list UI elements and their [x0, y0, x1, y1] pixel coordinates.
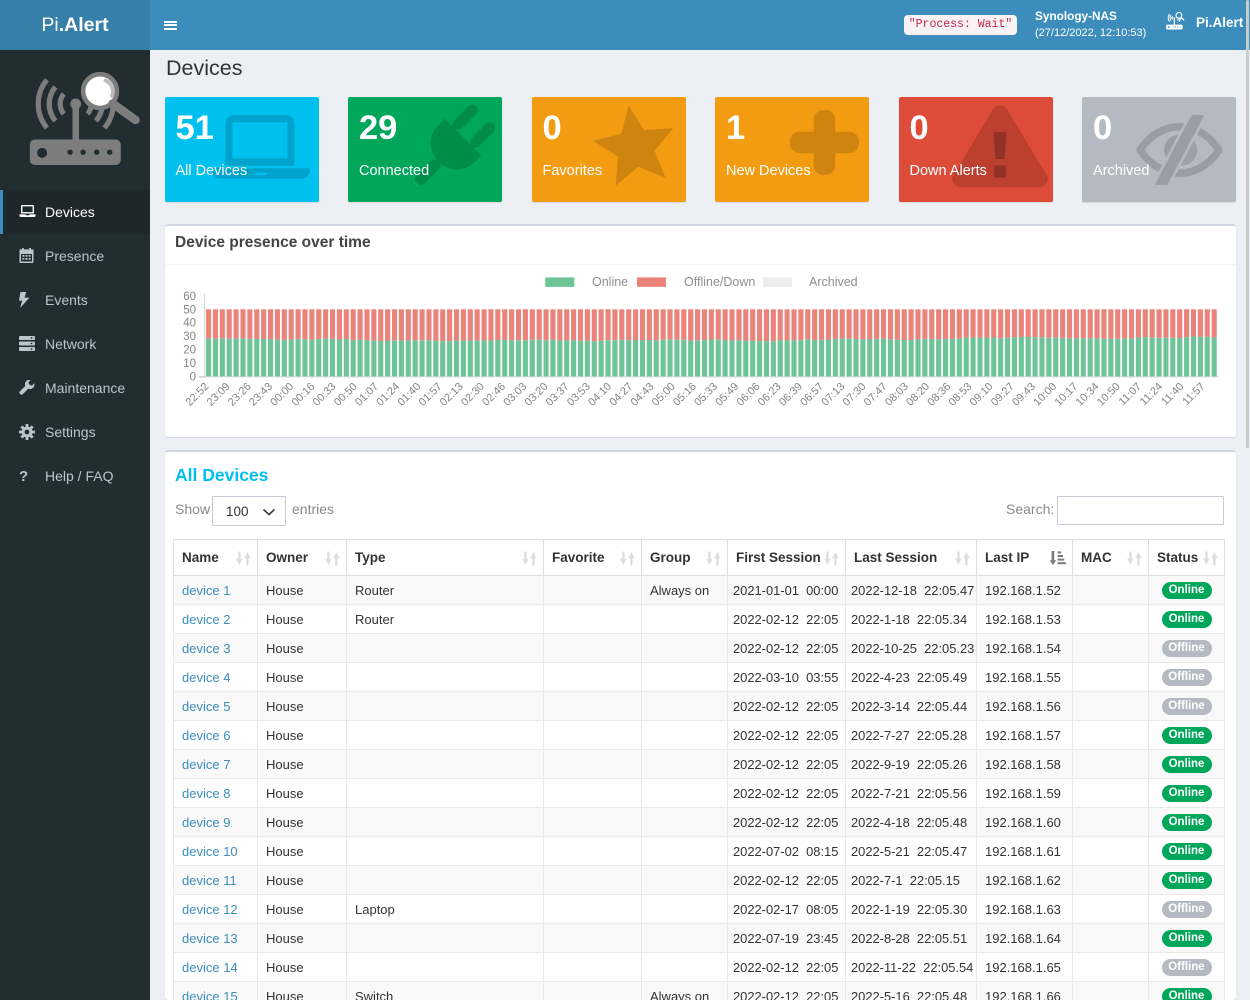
svg-text:05:16: 05:16	[671, 381, 699, 409]
svg-text:01:40: 01:40	[395, 381, 423, 409]
svg-text:03:37: 03:37	[544, 381, 572, 409]
svg-text:02:46: 02:46	[480, 381, 508, 409]
svg-text:06:57: 06:57	[798, 381, 826, 409]
svg-text:05:49: 05:49	[713, 381, 741, 409]
svg-text:00:33: 00:33	[311, 381, 339, 409]
svg-text:04:43: 04:43	[629, 381, 657, 409]
svg-text:00:50: 00:50	[332, 381, 360, 409]
svg-text:23:09: 23:09	[205, 381, 233, 409]
svg-text:09:27: 09:27	[989, 381, 1017, 409]
svg-text:01:24: 01:24	[374, 381, 402, 409]
svg-text:Online: Online	[592, 275, 628, 289]
svg-text:03:53: 03:53	[565, 381, 593, 409]
svg-text:09:43: 09:43	[1010, 381, 1038, 409]
svg-text:22:52: 22:52	[183, 381, 211, 409]
svg-text:06:06: 06:06	[735, 381, 763, 409]
svg-text:04:10: 04:10	[586, 381, 614, 409]
svg-text:11:07: 11:07	[1117, 381, 1144, 408]
svg-text:23:43: 23:43	[247, 381, 275, 409]
svg-text:10:00: 10:00	[1031, 381, 1059, 409]
svg-text:08:36: 08:36	[925, 381, 953, 409]
svg-text:30: 30	[183, 331, 196, 343]
svg-text:02:13: 02:13	[438, 381, 466, 409]
svg-text:08:53: 08:53	[946, 381, 974, 409]
svg-text:07:30: 07:30	[841, 381, 869, 409]
svg-text:05:33: 05:33	[692, 381, 720, 409]
svg-text:11:40: 11:40	[1159, 381, 1186, 408]
svg-text:03:03: 03:03	[501, 381, 529, 409]
svg-text:11:57: 11:57	[1180, 381, 1207, 408]
svg-text:11:24: 11:24	[1138, 381, 1165, 408]
svg-text:02:30: 02:30	[459, 381, 487, 409]
svg-text:Archived: Archived	[809, 275, 858, 289]
svg-text:07:47: 07:47	[862, 381, 890, 409]
svg-text:06:23: 06:23	[756, 381, 784, 409]
svg-text:50: 50	[183, 304, 196, 316]
svg-text:07:13: 07:13	[819, 381, 847, 409]
svg-text:04:27: 04:27	[607, 381, 635, 409]
svg-text:60: 60	[183, 291, 196, 303]
svg-text:40: 40	[183, 318, 196, 330]
svg-text:Offline/Down: Offline/Down	[684, 275, 755, 289]
svg-text:20: 20	[183, 345, 196, 357]
svg-text:10:34: 10:34	[1074, 381, 1102, 409]
svg-text:09:10: 09:10	[968, 381, 996, 409]
svg-text:06:39: 06:39	[777, 381, 805, 409]
svg-text:0: 0	[190, 371, 196, 383]
svg-text:08:20: 08:20	[904, 381, 932, 409]
svg-text:05:00: 05:00	[650, 381, 678, 409]
svg-text:00:16: 00:16	[289, 381, 317, 409]
svg-text:01:57: 01:57	[417, 381, 445, 409]
svg-text:23:26: 23:26	[226, 381, 254, 409]
svg-text:00:00: 00:00	[268, 381, 296, 409]
svg-text:10: 10	[183, 358, 196, 370]
svg-text:03:20: 03:20	[523, 381, 551, 409]
svg-text:01:07: 01:07	[353, 381, 381, 409]
svg-text:10:50: 10:50	[1095, 381, 1123, 409]
svg-text:08:03: 08:03	[883, 381, 911, 409]
svg-text:10:17: 10:17	[1052, 381, 1080, 409]
